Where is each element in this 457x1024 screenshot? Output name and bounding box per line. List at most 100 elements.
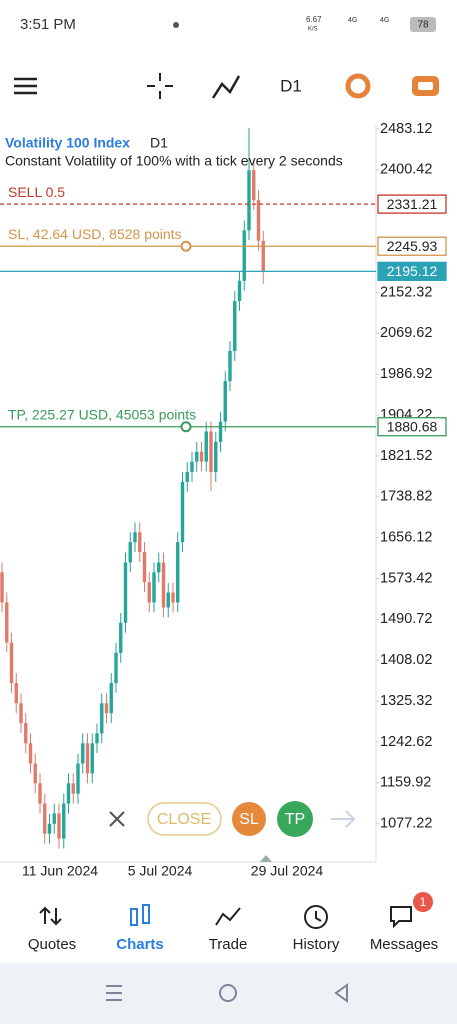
candle-body	[133, 532, 137, 543]
next-arrow[interactable]	[331, 810, 356, 828]
candle-body	[33, 763, 37, 784]
candle-body	[199, 451, 204, 462]
candle-body	[5, 602, 9, 643]
nav-messages[interactable]: Messages	[370, 936, 438, 953]
candle-body	[71, 783, 75, 794]
close-button[interactable]	[147, 802, 222, 836]
candle-body	[252, 170, 256, 201]
trade-icon	[418, 82, 433, 90]
level-price-box	[377, 261, 447, 281]
level-price: 2195.12	[387, 263, 438, 279]
candle-body	[109, 683, 113, 714]
network-label: 4G	[348, 17, 357, 24]
candle-body	[256, 200, 261, 241]
candle-body	[157, 562, 161, 573]
candle-body	[38, 783, 42, 804]
candle-body	[161, 562, 166, 608]
nav-quotes[interactable]: Quotes	[28, 936, 76, 953]
level-handle	[180, 421, 192, 433]
indicators-button[interactable]	[211, 75, 241, 99]
y-tick-label: 1656.12	[380, 530, 432, 546]
candle-body	[180, 481, 185, 543]
candle-body	[66, 783, 71, 804]
timeframe-button[interactable]: D1	[280, 76, 302, 95]
history-icon	[304, 905, 328, 929]
candle-body	[128, 542, 132, 563]
chart-timeframe: D1	[150, 135, 168, 151]
level-label: SL, 42.64 USD, 8528 points	[8, 226, 182, 242]
close-overlay-button[interactable]	[109, 811, 125, 827]
nav-trade[interactable]: Trade	[209, 936, 248, 953]
level-price-box	[377, 417, 447, 437]
candle-body	[114, 652, 118, 684]
chart: 2483.122400.422152.322069.621986.921904.…	[0, 121, 447, 879]
candle-body	[9, 642, 14, 684]
net-speed: 6.67	[306, 15, 322, 24]
crosshair-button[interactable]	[147, 73, 173, 99]
candle-body	[214, 441, 218, 473]
candle-body	[104, 703, 109, 714]
messages-icon	[390, 906, 412, 929]
y-tick-label: 1490.72	[380, 611, 432, 627]
y-tick-label: 1242.62	[380, 734, 432, 750]
net-unit: K/S	[308, 27, 318, 33]
candle-body	[204, 431, 208, 462]
candle-body	[47, 823, 52, 834]
candle-body	[57, 813, 61, 839]
candle-body	[19, 703, 23, 724]
candle-body	[95, 733, 99, 744]
system-nav	[0, 963, 457, 1024]
candle-body	[81, 743, 85, 764]
level-price: 2331.21	[387, 196, 438, 212]
battery-level: 78	[417, 20, 429, 31]
recents-button[interactable]	[106, 985, 122, 1001]
candle-body	[14, 683, 18, 704]
candle-body	[100, 703, 104, 734]
y-tick-label: 1573.42	[380, 570, 432, 586]
network-label: 4G	[380, 17, 389, 24]
nav-charts[interactable]: Charts	[116, 936, 164, 953]
nav-history[interactable]: History	[293, 936, 340, 953]
home-button[interactable]	[219, 984, 237, 1002]
tp-button[interactable]	[277, 801, 313, 837]
level-label: SELL 0.5	[8, 184, 65, 200]
battery-icon	[410, 17, 436, 32]
symbol-name[interactable]: Volatility 100 Index	[5, 135, 130, 151]
charts-icon	[130, 904, 150, 926]
theme-button[interactable]	[345, 73, 371, 99]
candle-body	[190, 461, 194, 473]
menu-button[interactable]	[14, 77, 37, 95]
tp-button-label: TP	[285, 811, 305, 828]
candle-body	[209, 431, 213, 473]
level-handle	[180, 240, 192, 252]
message-badge-count: 1	[420, 895, 427, 909]
back-button[interactable]	[334, 983, 348, 1003]
candle-body	[142, 552, 147, 583]
candle-body	[28, 743, 33, 764]
y-tick-label: 1986.92	[380, 366, 432, 382]
candle-body	[237, 280, 242, 302]
x-tick-label: 29 Jul 2024	[251, 863, 324, 879]
y-tick-label: 1738.82	[380, 489, 432, 505]
candle-body	[138, 532, 142, 553]
candle-body	[171, 592, 175, 603]
candle-body	[90, 743, 94, 774]
message-badge	[413, 892, 433, 912]
y-tick-label: 1821.52	[380, 448, 432, 464]
y-tick-label: 1408.02	[380, 652, 432, 668]
sl-button[interactable]	[232, 802, 266, 836]
candle-body	[176, 542, 180, 603]
candle-body	[152, 572, 156, 603]
y-tick-label: 1325.32	[380, 693, 432, 709]
candle-body	[195, 451, 199, 462]
y-tick-label: 1159.92	[380, 775, 431, 791]
candle-body	[228, 350, 232, 382]
candle-body	[147, 582, 151, 603]
y-tick-label: 2483.12	[380, 121, 432, 137]
trade-overlay	[90, 797, 372, 843]
candle-body	[43, 803, 47, 834]
level-price: 2245.93	[387, 238, 438, 254]
scroll-marker	[260, 855, 272, 862]
y-tick-label: 1077.22	[380, 816, 432, 832]
